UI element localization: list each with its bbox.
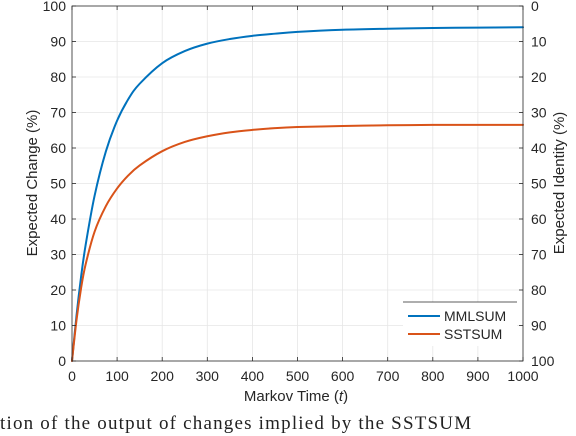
x-tick-labels: 0 100 200 300 400 500 600 700 800 900 1000 — [68, 368, 539, 384]
x-tick-label: 100 — [105, 368, 129, 384]
y-tick-label: 50 — [50, 176, 66, 192]
y-tick-label: 10 — [50, 318, 66, 334]
x-tick-label: 0 — [68, 368, 76, 384]
y-tick-label: 100 — [43, 0, 67, 14]
x-tick-label: 400 — [241, 368, 265, 384]
y-right-tick-label: 50 — [531, 176, 547, 192]
x-tick-label: 200 — [151, 368, 175, 384]
y-tick-labels: 0 10 20 30 40 50 60 70 80 90 100 — [43, 0, 67, 369]
y-axis-title: Expected Change (%) — [24, 110, 41, 257]
y-right-tick-label: 60 — [531, 211, 547, 227]
y-tick-label: 20 — [50, 282, 66, 298]
y-right-tick-label: 80 — [531, 282, 547, 298]
x-tick-label: 800 — [421, 368, 445, 384]
chart: 0 100 200 300 400 500 600 700 800 900 1000 0102030… — [24, 0, 568, 405]
x-axis-title: Markov Time (t) — [244, 388, 348, 405]
grid-lines — [72, 6, 523, 361]
y-tick-label: 90 — [50, 34, 66, 50]
y-tick-label: 0 — [58, 353, 66, 369]
series-line-sstsum — [71, 123, 524, 362]
x-tick-label: 700 — [376, 368, 400, 384]
x-tick-label: 500 — [286, 368, 310, 384]
y-right-tick-label: 30 — [531, 105, 547, 121]
y-tick-label: 30 — [50, 247, 66, 263]
x-axis-title-end: ) — [343, 388, 348, 405]
y-right-tick-label: 40 — [531, 140, 547, 156]
y-right-tick-label: 100 — [531, 353, 555, 369]
x-tick-label: 600 — [331, 368, 355, 384]
x-tick-label: 900 — [466, 368, 490, 384]
y-right-tick-label: 0 — [531, 0, 539, 14]
x-axis-title-text: Markov Time ( — [244, 388, 339, 405]
legend-box — [403, 302, 517, 346]
figure-caption-fragment: tion of the output of changes implied by… — [0, 413, 473, 434]
y-right-tick-label: 10 — [531, 34, 547, 50]
series-line-mmlsum — [71, 26, 524, 362]
x-tick-label: 300 — [196, 368, 220, 384]
y-tick-label: 60 — [50, 140, 66, 156]
y-right-tick-label: 20 — [531, 69, 547, 85]
series-layer — [71, 26, 524, 362]
y-tick-label: 70 — [50, 105, 66, 121]
ticks — [71, 5, 524, 362]
legend: MMLSUM SSTSUM — [403, 301, 517, 346]
y-tick-label: 80 — [50, 69, 66, 85]
x-axis-title-var: t — [339, 388, 344, 405]
y-right-tick-label: 90 — [531, 318, 547, 334]
y-tick-label: 40 — [50, 211, 66, 227]
legend-label-mmlsum: MMLSUM — [444, 308, 506, 324]
y-right-tick-label: 70 — [531, 247, 547, 263]
y-axis-title-right: Expected Identity (%) — [551, 112, 568, 255]
legend-label-sstsum: SSTSUM — [444, 326, 502, 342]
x-tick-label: 1000 — [507, 368, 538, 384]
